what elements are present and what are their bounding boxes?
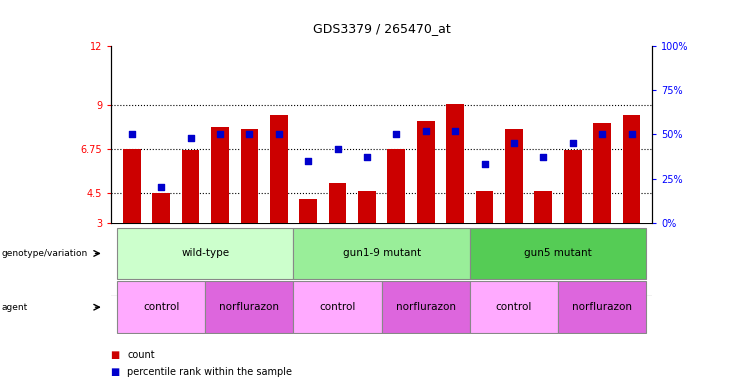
Bar bbox=[470, 228, 646, 279]
Point bbox=[331, 146, 343, 152]
Bar bbox=[299, 199, 317, 223]
Bar bbox=[358, 191, 376, 223]
Text: GDS3379 / 265470_at: GDS3379 / 265470_at bbox=[313, 22, 451, 35]
Point bbox=[126, 131, 138, 137]
Text: GSM323080: GSM323080 bbox=[276, 227, 282, 266]
Point bbox=[243, 131, 255, 137]
Bar bbox=[123, 149, 141, 223]
Bar bbox=[329, 184, 346, 223]
Text: GSM323086: GSM323086 bbox=[452, 227, 458, 266]
Bar bbox=[622, 115, 640, 223]
Text: GSM323087: GSM323087 bbox=[482, 227, 488, 266]
Bar bbox=[594, 122, 611, 223]
Text: GSM323091: GSM323091 bbox=[599, 227, 605, 266]
Bar bbox=[270, 115, 288, 223]
Text: agent: agent bbox=[1, 303, 27, 312]
Text: GSM323077: GSM323077 bbox=[187, 227, 193, 266]
Point bbox=[185, 135, 196, 141]
Text: GSM323085: GSM323085 bbox=[422, 227, 429, 266]
Text: genotype/variation: genotype/variation bbox=[1, 249, 87, 258]
Point bbox=[567, 140, 579, 146]
Text: GSM323081: GSM323081 bbox=[305, 227, 311, 266]
Point bbox=[537, 154, 549, 161]
Bar bbox=[476, 191, 494, 223]
Point bbox=[479, 161, 491, 167]
Text: norflurazon: norflurazon bbox=[396, 302, 456, 312]
Bar bbox=[417, 121, 434, 223]
Text: GSM323078: GSM323078 bbox=[217, 227, 223, 266]
Text: control: control bbox=[496, 302, 532, 312]
Bar bbox=[534, 191, 552, 223]
Bar bbox=[241, 129, 258, 223]
Point bbox=[508, 140, 520, 146]
Bar bbox=[558, 281, 646, 333]
Text: gun1-9 mutant: gun1-9 mutant bbox=[342, 248, 421, 258]
Point bbox=[597, 131, 608, 137]
Text: GSM323089: GSM323089 bbox=[540, 227, 546, 266]
Text: percentile rank within the sample: percentile rank within the sample bbox=[127, 367, 293, 377]
Text: wild-type: wild-type bbox=[181, 248, 229, 258]
Point bbox=[214, 131, 226, 137]
Text: GSM323079: GSM323079 bbox=[246, 227, 253, 266]
Bar bbox=[153, 193, 170, 223]
Text: GSM323083: GSM323083 bbox=[364, 227, 370, 266]
Point bbox=[391, 131, 402, 137]
Text: norflurazon: norflurazon bbox=[572, 302, 632, 312]
Bar bbox=[470, 281, 558, 333]
Text: norflurazon: norflurazon bbox=[219, 302, 279, 312]
Text: GSM323084: GSM323084 bbox=[393, 227, 399, 266]
Text: ■: ■ bbox=[111, 367, 124, 377]
Point bbox=[625, 131, 637, 137]
Bar bbox=[564, 150, 582, 223]
Text: control: control bbox=[319, 302, 356, 312]
Point bbox=[420, 128, 432, 134]
Point bbox=[449, 128, 461, 134]
Text: GSM323092: GSM323092 bbox=[628, 227, 634, 266]
Text: control: control bbox=[143, 302, 179, 312]
Point bbox=[273, 131, 285, 137]
Text: gun5 mutant: gun5 mutant bbox=[524, 248, 592, 258]
Bar bbox=[205, 281, 293, 333]
Bar bbox=[382, 281, 470, 333]
Bar bbox=[388, 149, 405, 223]
Text: count: count bbox=[127, 350, 155, 360]
Bar bbox=[505, 129, 522, 223]
Point bbox=[361, 154, 373, 161]
Text: GSM323088: GSM323088 bbox=[511, 227, 517, 266]
Text: GSM323075: GSM323075 bbox=[129, 227, 135, 266]
Bar bbox=[117, 281, 205, 333]
Bar bbox=[182, 150, 199, 223]
Bar bbox=[211, 127, 229, 223]
Bar bbox=[117, 228, 293, 279]
Point bbox=[302, 158, 314, 164]
Text: GSM323082: GSM323082 bbox=[334, 227, 341, 266]
Point bbox=[155, 184, 167, 190]
Text: GSM323076: GSM323076 bbox=[158, 227, 164, 266]
Text: GSM323090: GSM323090 bbox=[570, 227, 576, 266]
Bar bbox=[446, 104, 464, 223]
Bar bbox=[293, 281, 382, 333]
Bar bbox=[293, 228, 470, 279]
Text: ■: ■ bbox=[111, 350, 124, 360]
